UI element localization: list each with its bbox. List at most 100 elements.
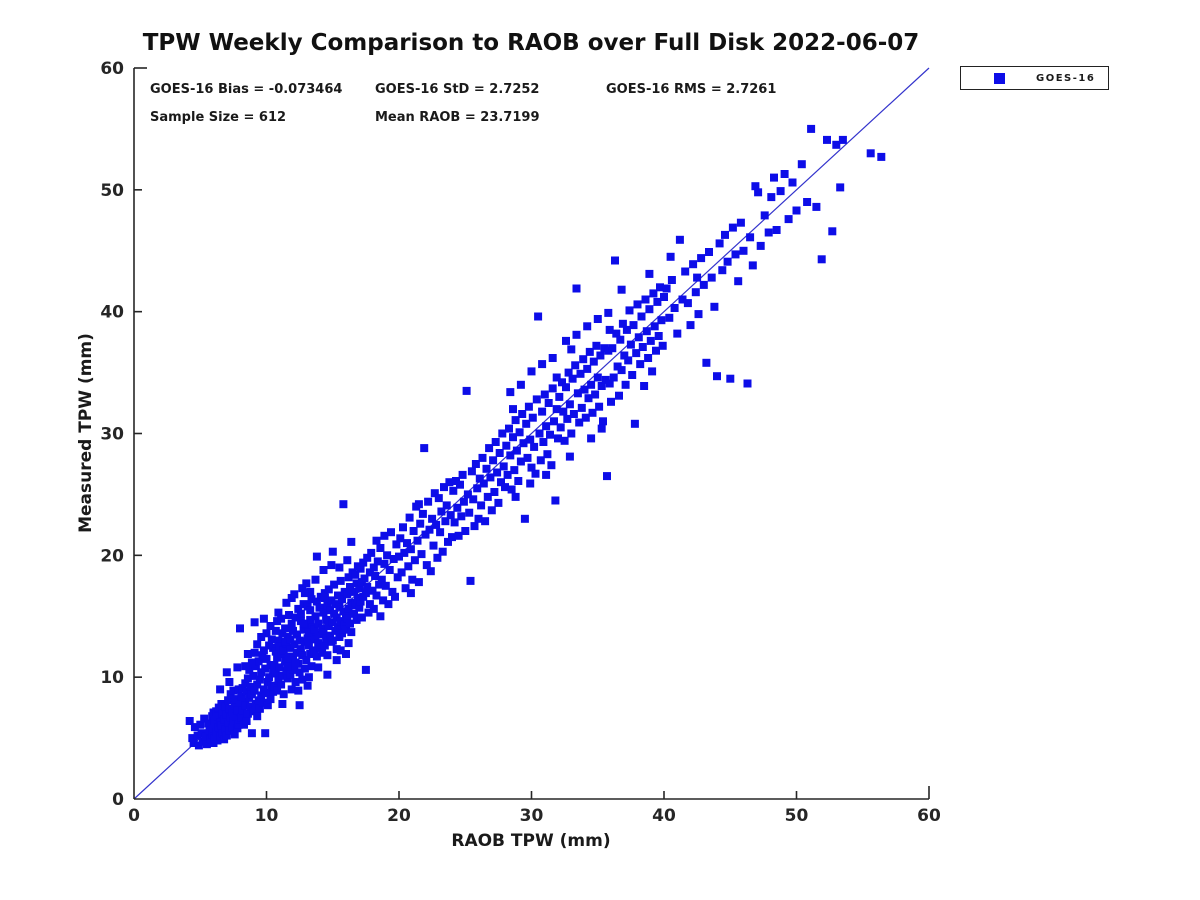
data-point: [540, 390, 549, 399]
data-point: [298, 651, 307, 660]
data-point: [699, 280, 708, 289]
data-point: [660, 293, 668, 301]
data-point: [654, 332, 663, 340]
data-point: [403, 539, 411, 548]
data-point: [229, 717, 238, 725]
data-point: [609, 373, 618, 382]
data-point: [649, 289, 658, 298]
x-tick-label: 20: [387, 806, 411, 826]
data-point: [641, 295, 650, 304]
data-point: [271, 669, 280, 678]
data-point: [425, 525, 434, 534]
data-point: [328, 636, 337, 645]
data-point: [356, 564, 365, 573]
data-point: [421, 530, 430, 539]
data-point: [506, 388, 515, 397]
data-point: [266, 695, 275, 704]
data-point: [274, 608, 283, 617]
data-point: [224, 696, 233, 705]
data-point: [361, 589, 370, 598]
data-point: [748, 261, 757, 270]
data-point: [352, 615, 361, 624]
data-point: [287, 685, 296, 694]
data-point: [287, 619, 296, 628]
data-point: [422, 561, 431, 570]
data-point: [229, 686, 238, 695]
data-point: [648, 367, 657, 376]
data-point: [383, 551, 392, 560]
data-point: [279, 690, 288, 699]
data-point: [356, 597, 365, 606]
data-point: [620, 351, 629, 360]
data-point: [222, 731, 231, 740]
data-point: [287, 594, 296, 602]
data-point: [461, 527, 470, 535]
data-point: [556, 423, 565, 432]
data-point: [597, 424, 606, 433]
data-point: [368, 586, 377, 595]
data-point: [797, 160, 806, 169]
data-point: [299, 619, 308, 628]
data-point: [626, 340, 635, 349]
data-point: [351, 570, 360, 579]
data-point: [417, 550, 426, 559]
data-point: [528, 413, 537, 422]
data-point: [633, 300, 642, 309]
data-point: [634, 333, 643, 342]
data-point: [579, 355, 588, 364]
data-point: [565, 400, 574, 409]
data-point: [713, 372, 721, 381]
data-point: [567, 429, 576, 438]
data-point: [342, 650, 350, 658]
data-point: [241, 701, 250, 710]
data-point: [617, 366, 626, 375]
data-point: [495, 449, 504, 457]
data-point: [302, 656, 311, 665]
data-point: [357, 613, 366, 622]
x-tick-label: 40: [652, 806, 676, 826]
data-point: [587, 434, 596, 443]
data-point: [346, 583, 354, 591]
data-point: [767, 193, 776, 202]
data-point: [334, 623, 342, 632]
data-point: [258, 698, 267, 707]
data-point: [691, 288, 700, 297]
data-point: [509, 433, 517, 442]
data-point: [259, 614, 268, 623]
data-point: [266, 622, 275, 630]
data-point: [588, 408, 597, 417]
data-point: [216, 685, 225, 694]
data-point: [510, 466, 519, 475]
data-point: [551, 496, 560, 505]
data-point: [230, 730, 239, 739]
data-point: [784, 215, 793, 224]
data-point: [261, 729, 270, 738]
data-point: [243, 650, 252, 658]
y-tick-label: 30: [100, 425, 124, 445]
data-point: [265, 673, 274, 682]
data-point: [471, 460, 480, 468]
data-point: [569, 410, 578, 418]
data-point: [558, 378, 566, 387]
y-tick-label: 20: [100, 546, 124, 566]
data-point: [486, 473, 495, 482]
stat-sample-size: Sample Size = 612: [150, 110, 287, 125]
data-point: [391, 592, 399, 601]
data-point: [463, 490, 472, 499]
data-point: [550, 417, 558, 426]
data-point: [511, 492, 520, 501]
data-point: [812, 202, 821, 211]
data-point: [432, 520, 441, 529]
data-point: [281, 624, 290, 633]
data-point: [406, 589, 415, 598]
x-tick-label: 10: [255, 806, 279, 826]
data-point: [424, 497, 433, 506]
data-point: [259, 646, 268, 655]
data-point: [683, 299, 692, 308]
data-point: [293, 630, 301, 639]
data-point: [710, 302, 719, 311]
data-point: [270, 661, 279, 669]
data-point: [399, 523, 407, 532]
data-point: [527, 463, 536, 472]
data-point: [652, 346, 660, 355]
